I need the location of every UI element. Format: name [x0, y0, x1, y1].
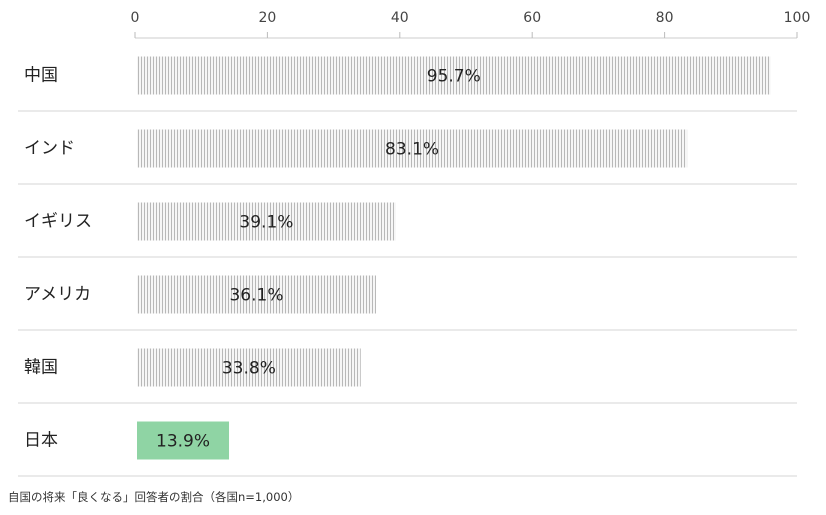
x-tick-label: 80: [656, 10, 674, 26]
bar: [137, 421, 230, 460]
category-label: 韓国: [24, 358, 58, 378]
bar: [137, 348, 361, 387]
category-label: インド: [24, 139, 75, 159]
data-label: 13.9%: [156, 432, 210, 452]
bar: [137, 129, 688, 168]
data-label: 39.1%: [239, 213, 293, 233]
category-label: イギリス: [24, 212, 92, 232]
data-label: 95.7%: [427, 67, 481, 87]
chart-rows: 中国 95.7% インド 83.1% イギリス 39.1% アメリカ 36.1% 韓国 33.8%…: [18, 56, 797, 477]
x-tick-label: 40: [391, 10, 409, 26]
x-tick-label: 60: [523, 10, 541, 26]
category-label: 日本: [24, 431, 58, 451]
x-tick-label: 100: [784, 10, 811, 26]
x-tick-label: 0: [131, 10, 140, 26]
bar: [137, 275, 376, 314]
category-label: アメリカ: [24, 285, 91, 305]
category-label: 中国: [24, 66, 58, 86]
x-tick-label: 20: [258, 10, 276, 26]
chart-caption: 自国の将来「良くなる」回答者の割合（各国n=1,000）: [8, 490, 300, 504]
x-axis: 0 20 40 60 80 100: [131, 10, 811, 39]
data-label: 36.1%: [229, 286, 283, 306]
bar: [137, 202, 396, 241]
data-label: 83.1%: [385, 140, 439, 160]
data-label: 33.8%: [222, 359, 276, 379]
bar: [137, 56, 771, 95]
